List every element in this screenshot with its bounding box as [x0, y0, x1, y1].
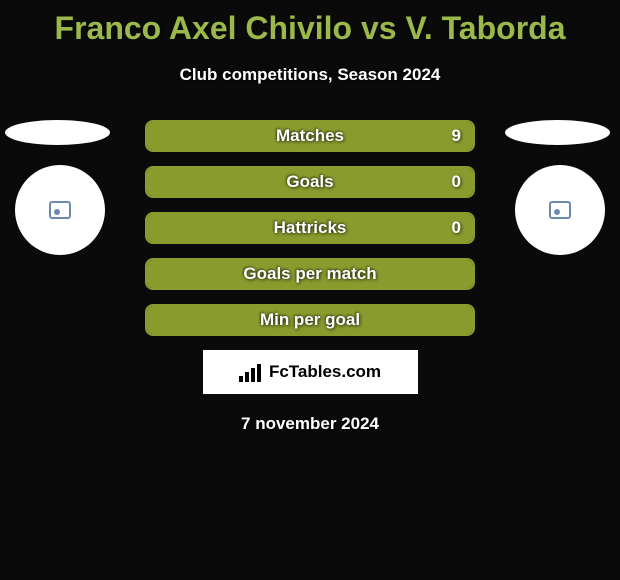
flag-placeholder-left [5, 120, 110, 145]
stat-label: Goals [286, 172, 333, 192]
page-title: Franco Axel Chivilo vs V. Taborda [0, 0, 620, 47]
stat-bar-goals: Goals 0 [145, 166, 475, 198]
player-left-column [5, 120, 115, 255]
fctables-logo: FcTables.com [203, 350, 418, 394]
player-right-column [505, 120, 615, 255]
stats-bars: Matches 9 Goals 0 Hattricks 0 Goals per … [145, 120, 475, 336]
stat-bar-goals-per-match: Goals per match [145, 258, 475, 290]
stat-bar-matches: Matches 9 [145, 120, 475, 152]
avatar-right [515, 165, 605, 255]
subtitle: Club competitions, Season 2024 [0, 65, 620, 85]
stat-bar-hattricks: Hattricks 0 [145, 212, 475, 244]
stat-bar-min-per-goal: Min per goal [145, 304, 475, 336]
image-placeholder-icon [549, 201, 571, 219]
date-label: 7 november 2024 [0, 414, 620, 434]
stat-label: Min per goal [260, 310, 360, 330]
stat-value: 0 [452, 172, 461, 192]
image-placeholder-icon [49, 201, 71, 219]
stat-label: Goals per match [243, 264, 376, 284]
flag-placeholder-right [505, 120, 610, 145]
stat-value: 0 [452, 218, 461, 238]
bar-chart-icon [239, 362, 263, 382]
logo-text: FcTables.com [269, 362, 381, 382]
avatar-left [15, 165, 105, 255]
stat-label: Matches [276, 126, 344, 146]
comparison-content: Matches 9 Goals 0 Hattricks 0 Goals per … [0, 120, 620, 434]
stat-label: Hattricks [274, 218, 347, 238]
stat-value: 9 [452, 126, 461, 146]
